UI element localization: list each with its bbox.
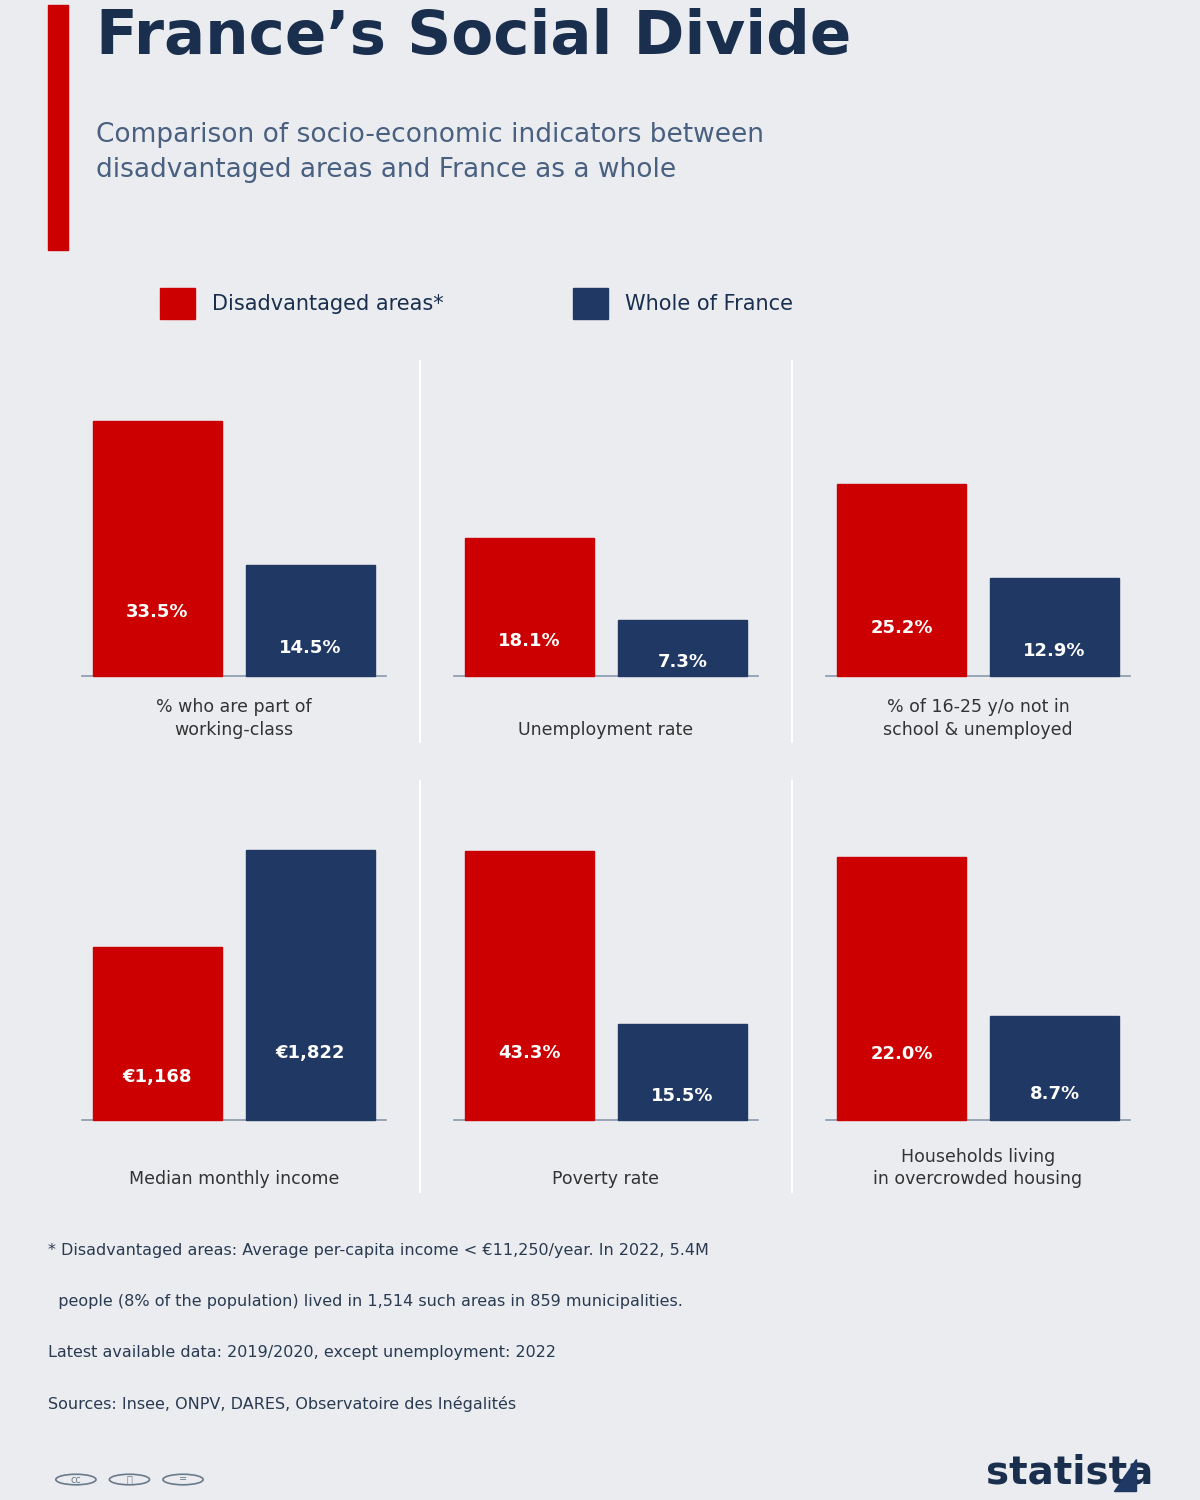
Text: 25.2%: 25.2% [870,618,932,636]
Bar [160,288,196,320]
Bar [572,288,608,320]
Bar [246,850,374,1120]
Text: Unemployment rate: Unemployment rate [518,720,694,738]
Text: €1,168: €1,168 [122,1068,192,1086]
Bar [990,578,1118,675]
Text: % who are part of
working-class: % who are part of working-class [156,699,312,738]
Bar [838,856,966,1120]
Text: 43.3%: 43.3% [498,1044,560,1062]
Text: Whole of France: Whole of France [625,294,793,314]
Polygon shape [1114,1460,1136,1491]
Bar [94,946,222,1120]
Text: 33.5%: 33.5% [126,603,188,621]
Text: 14.5%: 14.5% [280,639,342,657]
Text: 22.0%: 22.0% [870,1046,932,1064]
Bar [838,484,966,675]
Text: Median monthly income: Median monthly income [128,1170,340,1188]
Text: statista: statista [985,1454,1153,1491]
Text: 8.7%: 8.7% [1030,1086,1080,1104]
Bar [618,620,746,675]
Text: % of 16-25 y/o not in
school & unemployed: % of 16-25 y/o not in school & unemploye… [883,699,1073,738]
Text: Sources: Insee, ONPV, DARES, Observatoire des Inégalités: Sources: Insee, ONPV, DARES, Observatoir… [48,1396,516,1411]
Bar [94,422,222,675]
Bar [246,566,374,675]
Text: 7.3%: 7.3% [658,652,708,670]
Text: cc: cc [71,1474,82,1485]
Bar [466,538,594,675]
Text: people (8% of the population) lived in 1,514 such areas in 859 municipalities.: people (8% of the population) lived in 1… [48,1294,683,1310]
Text: €1,822: €1,822 [276,1044,346,1062]
Text: * Disadvantaged areas: Average per-capita income < €11,250/year. In 2022, 5.4M: * Disadvantaged areas: Average per-capit… [48,1242,709,1257]
Text: 12.9%: 12.9% [1024,642,1086,660]
Text: Disadvantaged areas*: Disadvantaged areas* [212,294,444,314]
Text: France’s Social Divide: France’s Social Divide [96,8,851,66]
Bar [48,4,68,250]
Text: Latest available data: 2019/2020, except unemployment: 2022: Latest available data: 2019/2020, except… [48,1346,556,1360]
Text: Households living
in overcrowded housing: Households living in overcrowded housing [874,1148,1082,1188]
Text: 15.5%: 15.5% [652,1088,714,1106]
Text: =: = [179,1474,187,1485]
Bar [466,850,594,1120]
Text: Comparison of socio-economic indicators between
disadvantaged areas and France a: Comparison of socio-economic indicators … [96,123,764,183]
Bar [990,1016,1118,1120]
Bar [618,1024,746,1120]
Text: ⓘ: ⓘ [126,1474,132,1485]
Text: Poverty rate: Poverty rate [552,1170,660,1188]
Text: 18.1%: 18.1% [498,632,560,650]
